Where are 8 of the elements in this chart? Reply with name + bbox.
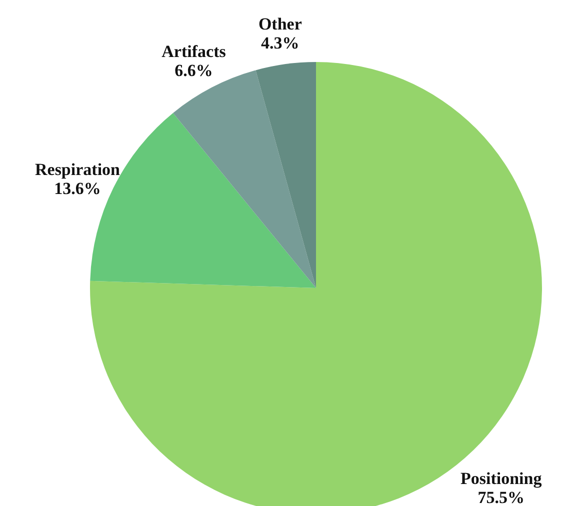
slice-label: Positioning bbox=[460, 469, 542, 488]
slice-label: Other bbox=[258, 14, 302, 34]
data-label: 6.6% bbox=[174, 60, 213, 80]
data-label: 4.3% bbox=[261, 33, 300, 52]
slice-label: Respiration bbox=[34, 160, 121, 180]
data-label: 75.5% bbox=[478, 488, 524, 506]
data-label: 13.6% bbox=[54, 179, 101, 198]
slice-label: Artifacts bbox=[162, 42, 226, 61]
